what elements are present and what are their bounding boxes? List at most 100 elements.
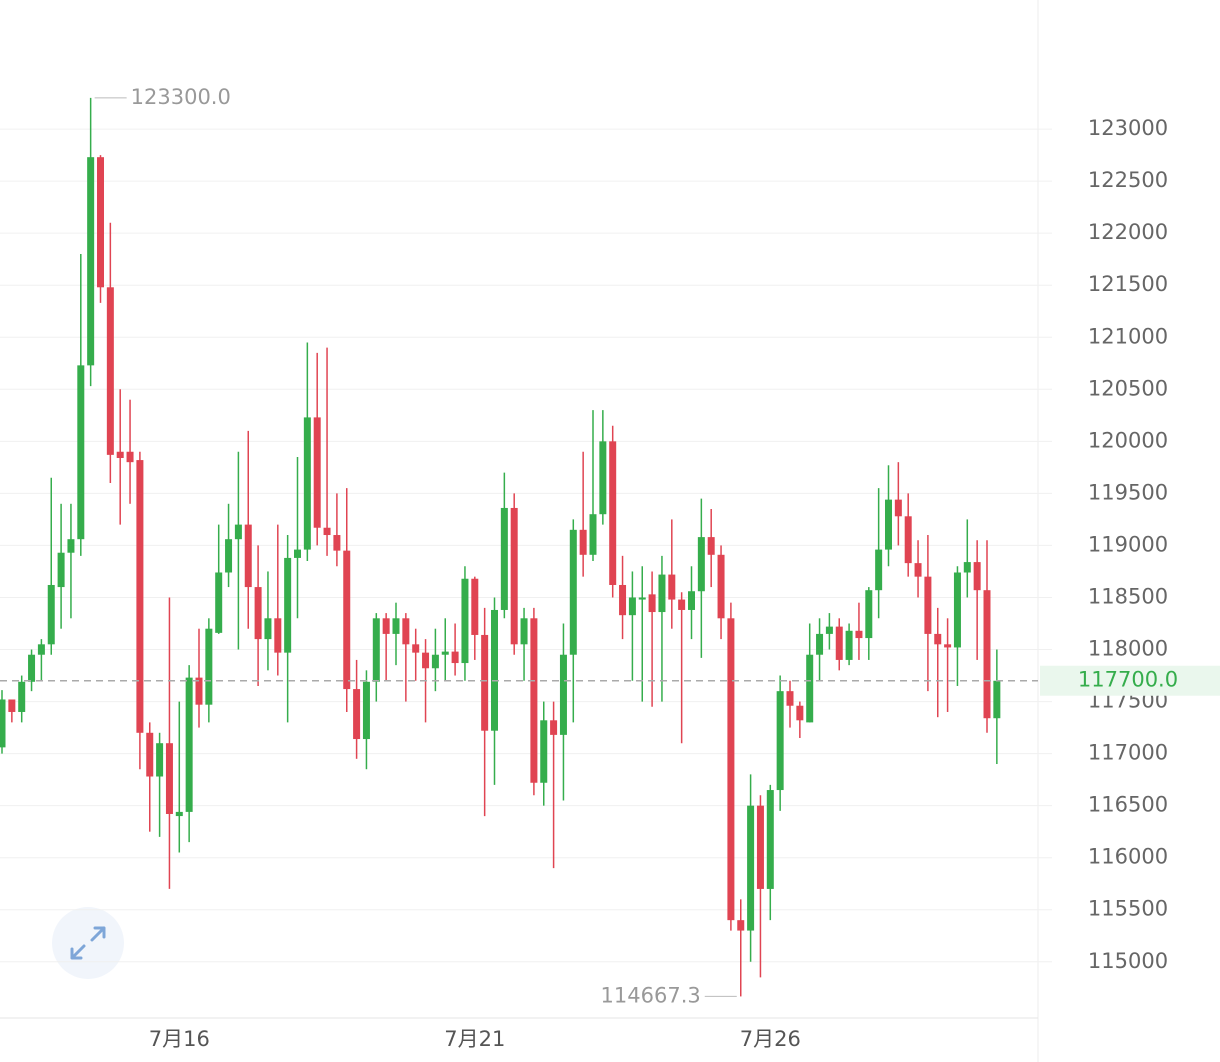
candle-body bbox=[353, 689, 361, 740]
candle-body bbox=[28, 654, 36, 682]
candle-body bbox=[362, 681, 370, 740]
candle-body bbox=[825, 626, 833, 634]
expand-button[interactable] bbox=[52, 907, 124, 979]
candle-body bbox=[865, 590, 873, 639]
candle-body bbox=[284, 557, 292, 653]
candle-body bbox=[431, 654, 439, 669]
candle-body bbox=[441, 651, 449, 655]
candle-body bbox=[678, 599, 686, 610]
candle-body bbox=[264, 618, 272, 640]
candle-body bbox=[323, 527, 331, 536]
candle-body bbox=[816, 633, 824, 655]
candle-body bbox=[717, 554, 725, 619]
candle-body bbox=[87, 157, 95, 366]
last-price-bg bbox=[1040, 665, 1220, 696]
candle-body bbox=[727, 618, 735, 921]
candle-body bbox=[47, 584, 55, 645]
y-tick-label: 122500 bbox=[1088, 168, 1168, 192]
candle-body bbox=[343, 550, 351, 690]
candle-body bbox=[973, 562, 981, 591]
y-tick-label: 121500 bbox=[1088, 272, 1168, 296]
candle-body bbox=[146, 732, 154, 777]
candle-body bbox=[550, 720, 558, 735]
y-tick-label: 120500 bbox=[1088, 376, 1168, 400]
candle-body bbox=[707, 537, 715, 555]
y-tick-label: 122000 bbox=[1088, 220, 1168, 244]
candle-body bbox=[0, 699, 6, 748]
candle-body bbox=[294, 549, 301, 558]
candle-body bbox=[500, 507, 508, 610]
candle-body bbox=[451, 651, 459, 664]
candle-body bbox=[126, 451, 134, 463]
candle-body bbox=[175, 811, 183, 817]
candle-body bbox=[934, 633, 942, 645]
candle-body bbox=[313, 417, 321, 528]
y-tick-label: 115000 bbox=[1088, 949, 1168, 973]
candle-body bbox=[520, 618, 528, 645]
candle-body bbox=[274, 618, 282, 653]
y-tick-label: 120000 bbox=[1088, 428, 1168, 452]
candle-body bbox=[697, 537, 705, 592]
candle-body bbox=[559, 654, 567, 735]
candle-body bbox=[589, 514, 597, 555]
candle-body bbox=[540, 720, 548, 783]
y-tick-label: 118000 bbox=[1088, 637, 1168, 661]
candle-body bbox=[776, 691, 784, 791]
candle-body bbox=[904, 516, 912, 564]
candle-body bbox=[18, 681, 26, 712]
candle-body bbox=[914, 563, 922, 577]
last-price-label: 117700.0 bbox=[1078, 668, 1178, 692]
candle-body bbox=[165, 743, 173, 814]
candle-body bbox=[609, 441, 617, 585]
candle-body bbox=[481, 634, 489, 731]
candle-body bbox=[747, 805, 755, 931]
candle-body bbox=[530, 618, 538, 783]
candle-body bbox=[156, 743, 164, 777]
candle-body bbox=[599, 441, 607, 515]
candle-body bbox=[57, 552, 65, 588]
candle-body bbox=[806, 654, 814, 723]
candle-body bbox=[796, 705, 804, 721]
candle-body bbox=[579, 529, 587, 555]
candle-body bbox=[766, 790, 774, 889]
candle-body bbox=[835, 626, 843, 660]
y-tick-label: 121000 bbox=[1088, 324, 1168, 348]
candle-body bbox=[195, 677, 203, 705]
y-tick-label: 115500 bbox=[1088, 897, 1168, 921]
candle-body bbox=[412, 644, 420, 653]
y-tick-label: 123000 bbox=[1088, 116, 1168, 140]
candle-body bbox=[185, 677, 193, 812]
x-tick-label: 7月16 bbox=[149, 1027, 210, 1051]
candle-body bbox=[737, 920, 745, 931]
candle-body bbox=[569, 529, 577, 655]
y-tick-label: 119000 bbox=[1088, 532, 1168, 556]
candle-body bbox=[422, 652, 430, 669]
candle-body bbox=[254, 587, 262, 640]
candle-body bbox=[392, 618, 400, 634]
candle-body bbox=[953, 572, 961, 648]
candle-body bbox=[648, 594, 656, 613]
candle-body bbox=[924, 576, 932, 634]
candle-body bbox=[215, 572, 223, 633]
candle-body bbox=[638, 597, 646, 600]
candle-body bbox=[688, 591, 695, 610]
candle-body bbox=[244, 524, 252, 588]
candle-body bbox=[993, 680, 1001, 719]
candle-body bbox=[875, 549, 883, 591]
x-tick-label: 7月26 bbox=[740, 1027, 801, 1051]
candle-body bbox=[382, 618, 390, 634]
x-tick-label: 7月21 bbox=[444, 1027, 505, 1051]
candle-body bbox=[116, 451, 124, 458]
candle-body bbox=[668, 574, 676, 600]
high-label: 123300.0 bbox=[131, 85, 231, 109]
y-tick-label: 119500 bbox=[1088, 480, 1168, 504]
y-tick-label: 116500 bbox=[1088, 793, 1168, 817]
candle-body bbox=[894, 499, 902, 517]
candle-body bbox=[136, 460, 144, 733]
candle-body bbox=[402, 618, 410, 645]
candle-body bbox=[205, 628, 213, 705]
candle-body bbox=[234, 524, 242, 540]
candle-body bbox=[333, 535, 341, 551]
y-tick-label: 118500 bbox=[1088, 584, 1168, 608]
candle-body bbox=[97, 157, 104, 288]
